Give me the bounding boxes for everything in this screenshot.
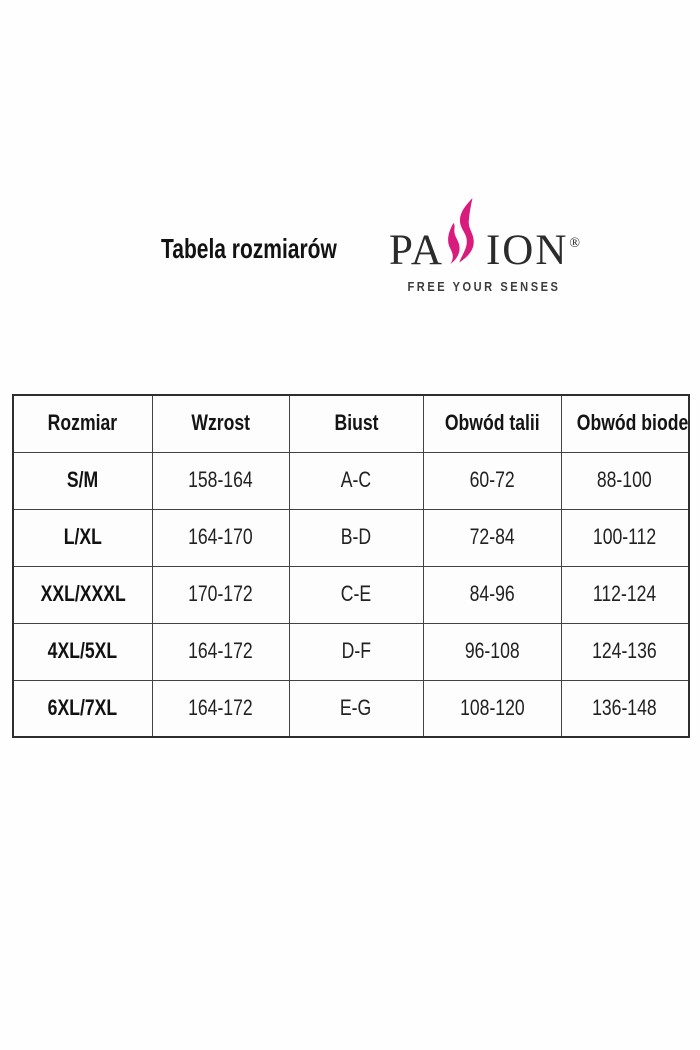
cell-value: 84-96 <box>469 581 515 606</box>
table-header-row: Rozmiar Wzrost Biust Obwód talii Obwód b… <box>12 394 690 453</box>
size-cell: 4XL/5XL <box>12 622 153 681</box>
cell-value: S/M <box>67 467 99 492</box>
value-cell: A-C <box>288 451 424 510</box>
cell-value: L/XL <box>63 524 102 549</box>
value-cell: 164-172 <box>151 622 290 681</box>
size-cell: 6XL/7XL <box>12 679 153 738</box>
cell-value: 158-164 <box>188 467 253 492</box>
table-row: L/XL 164-170 B-D 72-84 100-112 <box>12 508 690 567</box>
flame-wisp-stroke <box>448 223 460 264</box>
flame-main-stroke <box>459 198 474 263</box>
column-header-label: Biust <box>334 410 378 436</box>
cell-value: 100-112 <box>593 524 657 549</box>
size-cell: S/M <box>12 451 153 510</box>
value-cell: 112-124 <box>560 565 690 624</box>
passion-logo: PA ION ® FREE YOUR SENSES <box>388 198 581 296</box>
value-cell: D-F <box>288 622 424 681</box>
cell-value: 108-120 <box>459 694 525 720</box>
cell-value: 60-72 <box>469 467 515 492</box>
value-cell: 88-100 <box>560 451 690 510</box>
cell-value: C-E <box>340 581 372 606</box>
cell-value: 72-84 <box>469 524 515 549</box>
cell-value: 88-100 <box>597 467 653 492</box>
cell-value: A-C <box>340 467 372 492</box>
value-cell: 100-112 <box>560 508 690 567</box>
size-table: Rozmiar Wzrost Biust Obwód talii Obwód b… <box>12 394 690 738</box>
cell-value: 164-172 <box>188 694 253 720</box>
value-cell: 108-120 <box>422 679 562 738</box>
column-header-rozmiar: Rozmiar <box>12 394 153 453</box>
column-header-obwod-bioder: Obwód bioder <box>560 394 690 453</box>
column-header-obwod-talii: Obwód talii <box>422 394 562 453</box>
logo-letters-ion: ION <box>485 227 569 274</box>
cell-value: 136-148 <box>592 694 658 720</box>
value-cell: C-E <box>288 565 424 624</box>
column-header-label: Rozmiar <box>48 410 118 436</box>
value-cell: 124-136 <box>560 622 690 681</box>
cell-value: 164-172 <box>188 638 253 663</box>
table-row: 6XL/7XL 164-172 E-G 108-120 136-148 <box>12 679 690 738</box>
column-header-label: Obwód talii <box>444 410 540 436</box>
cell-value: 170-172 <box>188 581 253 606</box>
registered-trademark-icon: ® <box>569 236 581 251</box>
logo-tagline-wrap: FREE YOUR SENSES <box>391 278 577 296</box>
column-header-wzrost: Wzrost <box>151 394 290 453</box>
cell-value: 164-170 <box>188 524 253 549</box>
value-cell: 158-164 <box>151 451 290 510</box>
flame-icon <box>448 198 474 264</box>
value-cell: 164-170 <box>151 508 290 567</box>
cell-value: 96-108 <box>464 638 520 663</box>
cell-value: 4XL/5XL <box>48 638 118 663</box>
logo-wordmark: PA ION ® <box>388 198 581 274</box>
value-cell: 96-108 <box>422 622 562 681</box>
table-row: 4XL/5XL 164-172 D-F 96-108 124-136 <box>12 622 690 681</box>
cell-value: 112-124 <box>593 581 657 606</box>
logo-tagline: FREE YOUR SENSES <box>407 279 561 294</box>
value-cell: 136-148 <box>560 679 690 738</box>
cell-value: D-F <box>341 638 371 663</box>
size-cell: XXL/XXXL <box>12 565 153 624</box>
cell-value: XXL/XXXL <box>40 581 126 606</box>
cell-value: 6XL/7XL <box>48 694 118 720</box>
value-cell: 60-72 <box>422 451 562 510</box>
cell-value: B-D <box>340 524 372 549</box>
cell-value: 124-136 <box>592 638 658 663</box>
cell-value: E-G <box>340 694 372 720</box>
column-header-biust: Biust <box>288 394 424 453</box>
value-cell: 164-172 <box>151 679 290 738</box>
value-cell: 170-172 <box>151 565 290 624</box>
value-cell: E-G <box>288 679 424 738</box>
table-row: XXL/XXXL 170-172 C-E 84-96 112-124 <box>12 565 690 624</box>
column-header-label: Obwód bioder <box>576 410 689 436</box>
table-row: S/M 158-164 A-C 60-72 88-100 <box>12 451 690 510</box>
logo-letters-pa: PA <box>388 227 444 274</box>
size-cell: L/XL <box>12 508 153 567</box>
value-cell: 72-84 <box>422 508 562 567</box>
column-header-label: Wzrost <box>191 410 250 436</box>
value-cell: 84-96 <box>422 565 562 624</box>
page-title: Tabela rozmiarów <box>161 233 337 264</box>
value-cell: B-D <box>288 508 424 567</box>
